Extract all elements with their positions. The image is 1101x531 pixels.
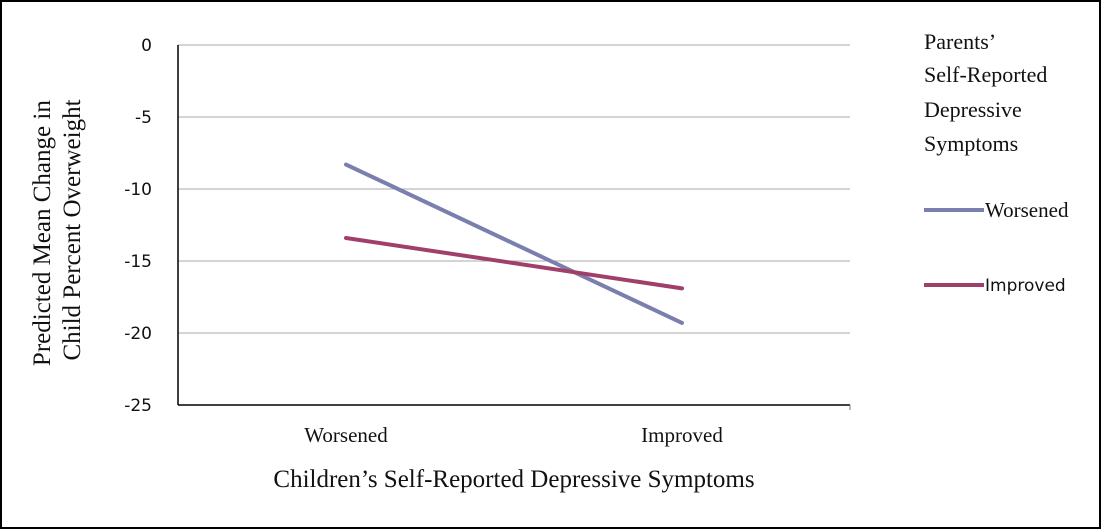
x-category-label: Worsened bbox=[304, 423, 388, 447]
x-category-label: Improved bbox=[641, 423, 723, 447]
legend-label-worsened: Worsened bbox=[985, 198, 1069, 222]
legend-title-line-1: Parents’ bbox=[924, 29, 995, 54]
x-axis-title: Children’s Self-Reported Depressive Symp… bbox=[273, 466, 754, 493]
y-tick-label: -20 bbox=[124, 324, 152, 344]
y-tick-label: -15 bbox=[124, 252, 152, 272]
y-tick-label: -10 bbox=[124, 180, 152, 200]
legend-title-line-2: Self-Reported bbox=[924, 62, 1047, 87]
series-lines bbox=[344, 162, 684, 325]
x-category-labels: Worsened Improved bbox=[304, 423, 723, 447]
legend-title-line-3: Depressive bbox=[924, 97, 1022, 122]
y-axis-title-line-1: Predicted Mean Change in bbox=[29, 100, 56, 366]
legend: Parents’ Self-Reported Depressive Sympto… bbox=[924, 29, 1069, 296]
series-line-worsened bbox=[344, 162, 684, 325]
y-tick-labels: 0 -5 -10 -15 -20 -25 bbox=[124, 36, 152, 416]
gridlines bbox=[177, 44, 851, 410]
legend-label-improved: Improved bbox=[985, 276, 1066, 296]
y-axis-title: Predicted Mean Change in Child Percent O… bbox=[29, 94, 86, 366]
y-axis-title-line-2: Child Percent Overweight bbox=[59, 99, 86, 360]
legend-title-line-4: Symptoms bbox=[924, 131, 1018, 156]
series-line-improved bbox=[344, 235, 684, 291]
y-tick-label: -25 bbox=[124, 396, 152, 416]
y-tick-label: -5 bbox=[135, 108, 152, 128]
legend-title: Parents’ Self-Reported Depressive Sympto… bbox=[924, 29, 1053, 156]
y-tick-label: 0 bbox=[141, 36, 152, 56]
